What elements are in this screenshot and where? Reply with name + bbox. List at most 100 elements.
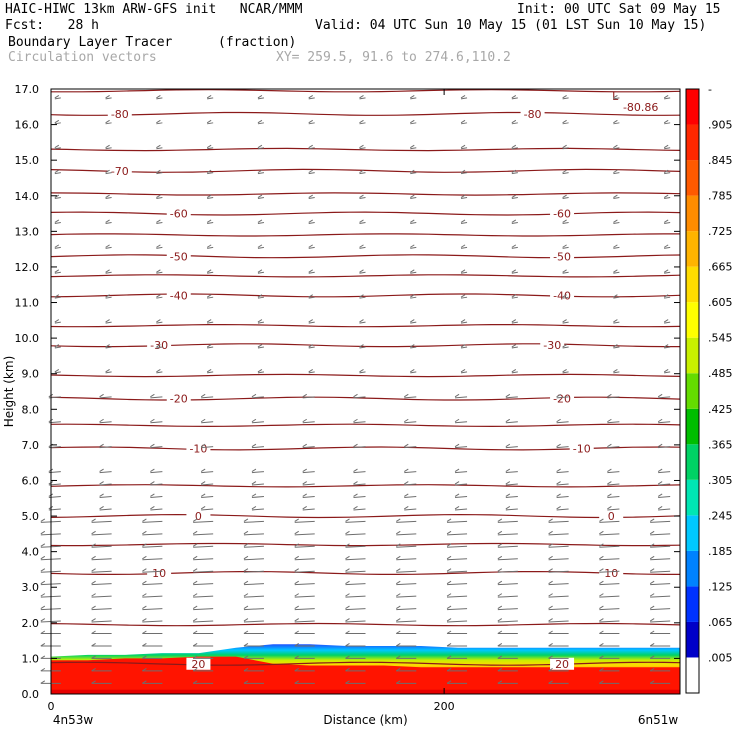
circulation-vector [404, 393, 417, 399]
circulation-vector [649, 618, 671, 623]
circulation-vector [142, 568, 163, 573]
circulation-vector [454, 506, 468, 511]
colorbar-label: .125 [708, 580, 733, 593]
circulation-vector [410, 94, 417, 100]
circulation-vector [105, 94, 112, 100]
temperature-contour [50, 233, 680, 237]
circulation-vector [302, 468, 315, 474]
circulation-vector [156, 144, 163, 150]
circulation-vector [548, 568, 569, 573]
circulation-vector [446, 655, 468, 659]
temperature-contour [50, 192, 681, 196]
circulation-vector [396, 593, 417, 598]
colorbar-label: .725 [708, 225, 733, 238]
circulation-vector [142, 518, 163, 523]
circulation-vector [359, 169, 366, 175]
circulation-vector [410, 219, 417, 224]
x-axis-label: Distance (km) [323, 713, 407, 727]
circulation-vector [649, 518, 671, 523]
temperature-contour [50, 542, 681, 547]
circulation-vector [548, 643, 569, 647]
circulation-vector [150, 493, 163, 498]
circulation-vector [663, 169, 671, 175]
circulation-vector [105, 119, 112, 125]
circulation-vector [446, 593, 468, 598]
x-tick-label: 0 [48, 700, 55, 713]
xy-coordinates: XY= 259.5, 91.6 to 274.6,110.2 [276, 50, 511, 65]
circulation-vector [410, 369, 417, 374]
circulation-vector [150, 393, 163, 399]
circulation-vector [156, 294, 163, 299]
circulation-vector [511, 194, 518, 200]
circulation-vector [99, 443, 112, 449]
circulation-vector [156, 169, 163, 175]
x-end-label-right: 6n51w [638, 713, 679, 727]
circulation-vector [91, 667, 112, 672]
y-tick-label: 8.0 [22, 403, 40, 416]
circulation-vector [649, 543, 671, 548]
circulation-vector [91, 655, 112, 659]
circulation-vector [460, 144, 468, 150]
circulation-vector [454, 481, 468, 486]
circulation-vector [613, 119, 620, 125]
circulation-vector [156, 194, 163, 200]
circulation-vector [663, 194, 671, 200]
circulation-vector [505, 481, 518, 486]
circulation-vector [410, 319, 417, 324]
circulation-vector [156, 369, 163, 374]
temperature-contour [50, 293, 681, 298]
circulation-vector [663, 369, 671, 374]
circulation-vector [308, 344, 315, 349]
circulation-vector [105, 244, 112, 249]
circulation-vector [251, 443, 264, 449]
circulation-vector [142, 618, 163, 623]
circulation-vector [308, 144, 315, 150]
circulation-vector [613, 269, 620, 274]
circulation-vector [54, 144, 61, 150]
circulation-vector [54, 219, 61, 224]
circulation-vector [105, 169, 112, 175]
circulation-vector [505, 393, 518, 399]
circulation-vector [497, 530, 518, 536]
circulation-vector [302, 481, 315, 486]
colorbar-segment [686, 621, 699, 658]
circulation-vector [257, 294, 265, 299]
circulation-vector [359, 244, 366, 249]
circulation-vector [192, 530, 214, 536]
circulation-vector [359, 219, 366, 224]
circulation-vector [446, 667, 468, 672]
circulation-vector [294, 667, 315, 672]
circulation-vector [454, 468, 468, 474]
circulation-vector [257, 144, 265, 150]
circulation-vector [54, 269, 61, 274]
circulation-vector [294, 655, 315, 659]
contour-label: 10 [152, 567, 166, 580]
contour-label: -40 [170, 289, 188, 302]
circulation-vector [410, 344, 417, 349]
temperature-contour [50, 513, 681, 519]
circulation-vector [308, 369, 315, 374]
circulation-vector [404, 418, 417, 424]
circulation-vector [613, 144, 620, 150]
circulation-vector [294, 555, 315, 561]
circulation-vector [142, 630, 163, 634]
circulation-vector [243, 655, 264, 659]
circulation-vector [302, 443, 315, 449]
circulation-vector [404, 493, 417, 498]
circulation-vector [142, 655, 163, 659]
circulation-vector [257, 344, 265, 349]
circulation-vector [302, 493, 315, 498]
circulation-vector [446, 518, 468, 523]
colorbar-segment [686, 373, 699, 409]
circulation-vector [142, 605, 163, 611]
circulation-vector [454, 393, 468, 399]
colorbar-segment [686, 550, 699, 587]
circulation-vector [156, 319, 163, 324]
circulation-vector [345, 605, 366, 611]
circulation-vector [353, 468, 366, 474]
circulation-vector [294, 543, 315, 548]
circulation-vector [200, 443, 214, 449]
circulation-vector [607, 393, 620, 399]
colorbar-segment [686, 89, 699, 125]
